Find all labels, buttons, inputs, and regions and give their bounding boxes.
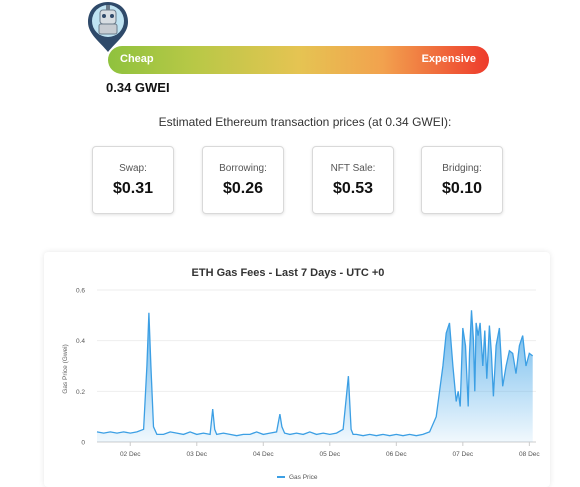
x-tick-label: 02 Dec — [120, 451, 141, 458]
legend-label: Gas Price — [289, 474, 318, 481]
card-label: Bridging: — [442, 163, 482, 174]
x-tick-label: 07 Dec — [453, 451, 474, 458]
gas-fees-chart: ETH Gas Fees - Last 7 Days - UTC +0 Gas … — [44, 252, 550, 487]
card-label: Borrowing: — [219, 163, 267, 174]
y-tick-label: 0.2 — [76, 389, 85, 396]
expensive-label: Expensive — [421, 53, 476, 65]
card-value: $0.10 — [441, 180, 483, 197]
card-label: NFT Sale: — [330, 163, 376, 174]
y-tick-label: 0 — [81, 440, 85, 447]
gas-gauge-bar — [108, 46, 489, 74]
x-tick-label: 06 Dec — [386, 451, 407, 458]
card-nft-sale: NFT Sale: $0.53 — [312, 146, 394, 214]
gas-fees-chart-svg: ETH Gas Fees - Last 7 Days - UTC +0 Gas … — [62, 267, 540, 481]
cheap-label: Cheap — [120, 53, 154, 65]
x-tick-label: 08 Dec — [519, 451, 540, 458]
card-bridging: Bridging: $0.10 — [421, 146, 503, 214]
x-tick-label: 04 Dec — [253, 451, 274, 458]
chart-title: ETH Gas Fees - Last 7 Days - UTC +0 — [192, 267, 385, 279]
gas-price-area — [97, 310, 533, 442]
y-axis-label: Gas Price (Gwei) — [62, 344, 69, 393]
gas-price-line — [96, 310, 534, 437]
estimates-title: Estimated Ethereum transaction prices (a… — [158, 115, 452, 129]
card-value: $0.53 — [332, 180, 374, 197]
card-value: $0.31 — [112, 180, 154, 197]
x-tick-label: 03 Dec — [186, 451, 207, 458]
estimate-cards: Swap: $0.31 Borrowing: $0.26 NFT Sale: $… — [92, 146, 504, 214]
card-borrowing: Borrowing: $0.26 — [202, 146, 284, 214]
chart-legend: Gas Price — [277, 474, 318, 481]
card-swap: Swap: $0.31 — [92, 146, 174, 214]
mascot-icon — [88, 2, 128, 52]
current-gwei-value: 0.34 GWEI — [106, 80, 170, 95]
y-tick-label: 0.6 — [76, 288, 85, 295]
card-value: $0.26 — [222, 180, 264, 197]
y-tick-label: 0.4 — [76, 338, 85, 345]
card-label: Swap: — [119, 163, 147, 174]
gas-gauge: Cheap Expensive 0.34 GWEI — [0, 0, 580, 100]
x-tick-label: 05 Dec — [319, 451, 340, 458]
